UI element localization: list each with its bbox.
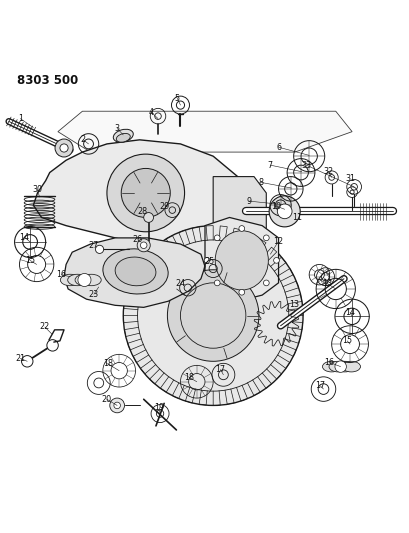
Ellipse shape: [335, 361, 353, 372]
Text: 3: 3: [115, 124, 119, 133]
Text: 30: 30: [32, 185, 43, 194]
Circle shape: [204, 257, 209, 263]
Circle shape: [238, 289, 244, 295]
Circle shape: [140, 242, 146, 248]
Circle shape: [167, 270, 258, 361]
Text: 6: 6: [275, 143, 280, 152]
Text: 18: 18: [103, 359, 112, 368]
Circle shape: [78, 273, 91, 287]
Circle shape: [95, 245, 103, 253]
Circle shape: [276, 204, 291, 219]
Text: 5: 5: [174, 94, 179, 103]
Circle shape: [263, 235, 269, 241]
Circle shape: [60, 144, 68, 152]
Text: 7: 7: [267, 160, 272, 169]
Circle shape: [238, 225, 244, 231]
Circle shape: [22, 356, 33, 367]
Text: 8303 500: 8303 500: [17, 75, 78, 87]
Ellipse shape: [328, 361, 346, 372]
Text: 9: 9: [246, 197, 251, 206]
Text: 14: 14: [344, 308, 354, 317]
Text: 18: 18: [184, 373, 194, 382]
Text: 28: 28: [137, 207, 148, 216]
Text: 29: 29: [160, 201, 170, 211]
Text: 4: 4: [148, 108, 153, 117]
Text: 24: 24: [175, 279, 185, 288]
Text: 14: 14: [19, 232, 29, 241]
Text: 23: 23: [89, 290, 99, 299]
Circle shape: [121, 168, 170, 217]
Text: 8: 8: [257, 178, 263, 187]
Text: 22: 22: [40, 322, 50, 332]
Ellipse shape: [215, 231, 267, 290]
Ellipse shape: [75, 274, 94, 286]
Circle shape: [137, 239, 150, 252]
Circle shape: [263, 280, 269, 286]
Ellipse shape: [81, 274, 101, 286]
Polygon shape: [204, 217, 278, 303]
Text: 20: 20: [101, 395, 112, 404]
Text: 10: 10: [270, 201, 281, 211]
Text: 16: 16: [324, 358, 334, 367]
Text: 12: 12: [273, 237, 283, 246]
Text: 17: 17: [215, 365, 225, 374]
Ellipse shape: [322, 361, 340, 372]
Text: 17: 17: [315, 381, 324, 390]
Circle shape: [114, 402, 120, 409]
Ellipse shape: [60, 274, 80, 286]
Circle shape: [110, 398, 124, 413]
Text: 15: 15: [341, 336, 351, 345]
Text: 27: 27: [88, 241, 99, 250]
Text: 31: 31: [344, 174, 354, 183]
Text: 15: 15: [25, 256, 35, 265]
Circle shape: [273, 257, 279, 263]
Polygon shape: [58, 111, 351, 152]
Circle shape: [107, 154, 184, 232]
Ellipse shape: [103, 249, 168, 294]
Text: 19: 19: [154, 403, 164, 412]
Ellipse shape: [116, 133, 130, 142]
Circle shape: [55, 139, 73, 157]
Text: 13: 13: [288, 300, 298, 309]
Ellipse shape: [113, 130, 133, 142]
Polygon shape: [213, 176, 265, 250]
Text: 21: 21: [15, 354, 25, 363]
Text: 33: 33: [301, 160, 310, 169]
Circle shape: [144, 213, 153, 222]
Text: 2: 2: [81, 135, 85, 144]
Circle shape: [268, 196, 299, 227]
Circle shape: [214, 235, 220, 241]
Polygon shape: [64, 238, 204, 308]
Ellipse shape: [341, 361, 360, 372]
Text: 25: 25: [204, 257, 214, 266]
Ellipse shape: [67, 274, 87, 286]
Circle shape: [214, 280, 220, 286]
Polygon shape: [33, 140, 245, 246]
Text: 1: 1: [18, 114, 23, 123]
Text: 26: 26: [132, 236, 142, 245]
Circle shape: [47, 340, 58, 351]
Ellipse shape: [115, 257, 155, 286]
Text: 32: 32: [323, 167, 333, 176]
Text: 11: 11: [291, 213, 301, 222]
Circle shape: [334, 361, 346, 373]
Text: 16: 16: [56, 270, 66, 279]
Text: 13: 13: [322, 279, 332, 288]
Circle shape: [123, 225, 302, 406]
